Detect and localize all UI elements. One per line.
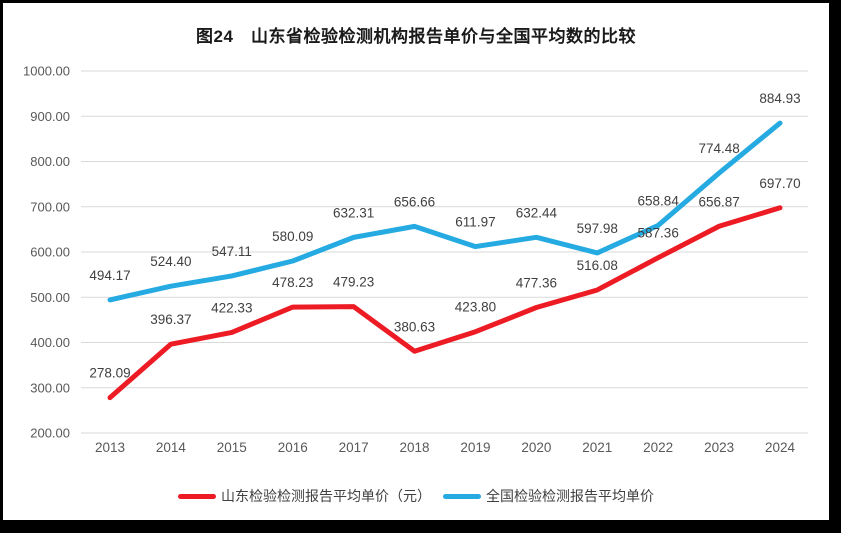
x-axis-tick-label: 2020	[521, 440, 551, 455]
data-point-label: 884.93	[759, 91, 800, 106]
data-point-label: 422.33	[211, 300, 252, 315]
legend-label-national: 全国检验检测报告平均单价	[486, 488, 654, 504]
line-chart-plot-area: 200.00 300.00 400.00 500.00 600.00 700.00 800.…	[23, 64, 808, 455]
data-point-label: 524.40	[150, 254, 191, 269]
data-point-label: 656.87	[698, 194, 739, 209]
x-axis-tick-label: 2016	[278, 440, 308, 455]
x-axis-tick-label: 2013	[95, 440, 125, 455]
legend-line-swatch-red	[178, 493, 216, 499]
data-point-label: 278.09	[89, 366, 130, 381]
legend-label-shandong: 山东检验检测报告平均单价（元）	[221, 488, 431, 504]
data-point-label: 478.23	[272, 275, 313, 290]
legend-item-shandong: 山东检验检测报告平均单价（元）	[178, 486, 431, 506]
data-point-label: 547.11	[212, 244, 252, 259]
x-axis-tick-label: 2018	[400, 440, 430, 455]
x-axis-tick-label: 2021	[582, 440, 612, 455]
data-point-label: 587.36	[638, 226, 679, 241]
x-axis-tick-label: 2017	[339, 440, 369, 455]
data-point-label: 632.31	[333, 205, 374, 220]
y-axis-tick-label: 400.00	[30, 335, 70, 350]
x-axis-tick-label: 2019	[460, 440, 490, 455]
data-point-label: 423.80	[455, 300, 496, 315]
data-point-label: 494.17	[89, 268, 130, 283]
data-point-label: 396.37	[150, 312, 191, 327]
data-point-label: 479.23	[333, 275, 374, 290]
data-point-label: 632.44	[516, 205, 558, 220]
y-axis-tick-label: 300.00	[30, 380, 70, 395]
data-point-label: 774.48	[698, 141, 739, 156]
y-axis-tick-label: 900.00	[30, 109, 70, 124]
y-axis-tick-label: 800.00	[30, 154, 70, 169]
data-point-label: 656.66	[394, 194, 435, 209]
x-axis-tick-label: 2015	[217, 440, 247, 455]
y-axis-tick-label: 1000.00	[23, 64, 70, 79]
data-point-label: 611.97	[455, 215, 495, 230]
x-axis-tick-label: 2022	[643, 440, 673, 455]
data-point-label: 516.08	[577, 258, 618, 273]
legend-line-swatch-blue	[443, 493, 481, 499]
data-point-label: 380.63	[394, 319, 435, 334]
x-axis-tick-label: 2023	[704, 440, 734, 455]
chart-title: 图24 山东省检验检测机构报告单价与全国平均数的比较	[196, 27, 636, 46]
data-point-label: 697.70	[759, 176, 800, 191]
x-axis-tick-label: 2014	[156, 440, 187, 455]
y-axis-tick-label: 200.00	[30, 426, 70, 441]
y-axis-tick-label: 500.00	[30, 290, 70, 305]
chart-legend: 山东检验检测报告平均单价（元） 全国检验检测报告平均单价	[3, 486, 829, 506]
data-point-label: 597.98	[577, 221, 618, 236]
data-point-label: 580.09	[272, 229, 313, 244]
x-axis-tick-label: 2024	[765, 440, 796, 455]
series-line-0	[107, 205, 783, 401]
legend-item-national: 全国检验检测报告平均单价	[443, 486, 654, 506]
series-line-1	[107, 120, 783, 303]
y-axis-tick-label: 700.00	[30, 199, 70, 214]
data-point-label: 477.36	[516, 275, 557, 290]
y-axis-tick-label: 600.00	[30, 245, 70, 260]
data-point-label: 658.84	[638, 193, 680, 208]
